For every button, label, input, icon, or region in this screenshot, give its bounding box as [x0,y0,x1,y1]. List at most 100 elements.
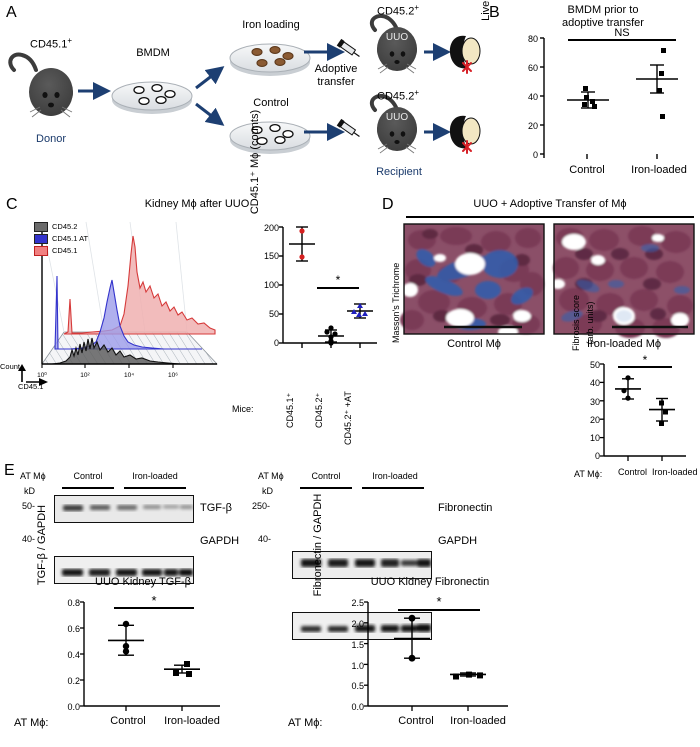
d-ytick-40: 40 [590,378,600,388]
b-xtick-iron: Iron-loaded [631,164,687,176]
panel-c-title: Kidney Mϕ after UUO [144,198,250,210]
c-ytick-50: 50 [269,309,279,319]
er-sig-label: * [436,594,441,609]
panel-b-title: BMDM prior to adoptive transfer [562,4,644,29]
d-ylabel-line1: Fibrosis score [571,295,581,352]
c-xtick-1: CD45.2⁺ [314,392,324,428]
d-ytick-0: 0 [595,451,600,461]
c-group-cd451 [289,226,315,262]
panel-c-chart: 200 150 100 50 0 * [255,222,385,362]
panel-d-letter: D [382,196,394,213]
e-left-kd-label: kD [24,486,35,496]
panel-d-rule [406,216,694,218]
d-ytick-10: 10 [590,433,600,443]
adoptive-transfer-label: Adoptive transfer [314,63,358,88]
panel-d-header: UUO + Adoptive Transfer of Mϕ [473,198,627,210]
mouse-icon-donor [8,52,73,118]
legend-label-1: CD45.1 AT [52,233,89,243]
d-group-iron [649,397,675,426]
el-xtick-iron: Iron-loaded [164,715,220,727]
mouse-uuo-label-top: UUO [386,32,408,43]
c-xtick-2: CD45.2⁺ +AT [343,391,353,445]
d-sig-label: * [643,353,648,367]
d-ytick-30: 30 [590,397,600,407]
kidney-icon-bottom [449,115,481,154]
el-ytick-00: 0.0 [67,702,80,712]
d-group-control [615,375,641,401]
panel-d-chart: 50 40 30 20 10 0 * [576,353,694,470]
panel-b-letter: B [489,4,500,21]
el-ytick-08: 0.8 [67,598,80,608]
flow-xtick-6: 10⁶ [168,372,178,379]
arrow-icon-2 [195,66,225,90]
blot-band-tgfb [54,495,194,523]
donor-label: Donor [36,133,66,145]
er-ytick-00: 0.0 [351,702,364,712]
c-ytick-100: 100 [264,280,279,290]
blot-band-gapdh-left [54,556,194,584]
b-xtick-control: Control [569,164,604,176]
e-right-protein-0: Fibronectin [438,502,493,514]
er-ytick-20: 2.0 [351,619,364,629]
el-ytick-06: 0.6 [67,624,80,634]
flow-cd45-arrow [26,378,48,386]
legend-swatch-icon-cd451 [34,246,48,256]
arrow-icon-3 [195,102,225,126]
el-xlabel: AT Mϕ: [14,717,49,729]
blot-band-gapdh-right [292,612,432,640]
d-ytick-50: 50 [590,360,600,370]
c-ytick-0: 0 [274,338,279,348]
e-chart-right-title: UUO Kidney Fibronectin [370,576,490,588]
e-right-mw-0: 250- [252,501,271,511]
el-group-iron [164,661,200,677]
e-right-mw-1: 40- [258,534,272,544]
panel-e-chart-right: 2.5 2.0 1.5 1.0 0.5 0.0 * [316,594,546,727]
histology-image-iron [551,223,695,338]
e-left-protein-1: GAPDH [200,535,240,547]
c-sig-label: * [336,273,341,287]
el-ytick-04: 0.4 [67,650,80,660]
d-xtick-control: Control [618,467,648,477]
b-sig-label: NS [614,27,629,39]
el-sig-label: * [151,593,156,608]
er-xlabel: AT Mϕ: [288,717,323,729]
c-group-cd452at [347,303,373,319]
e-right-protein-1: GAPDH [438,535,478,547]
er-ytick-15: 1.5 [351,640,364,650]
legend-item-0: CD45.2 [34,222,88,232]
e-left-group-iron: Iron-loaded [132,471,178,481]
b-ytick-40: 40 [528,92,538,102]
b-group-iron [636,48,678,119]
c-ylabel: CD45.1⁺ Mϕ (counts) [249,109,261,215]
petri-dish-icon-control [229,121,311,154]
d-stain-label: Masson's Trichrome [391,262,401,343]
d-xtick-iron: Iron-loaded [652,467,698,477]
legend-label-2: CD45.1 [52,245,78,255]
el-group-control [108,620,144,656]
panel-b-chart: 80 60 40 20 0 NS [482,27,700,188]
e-left-rule-control [62,487,114,489]
c-xaxis-prefix: Mice: [232,404,254,414]
panel-e-chart-left: 0.8 0.6 0.4 0.2 0.0 * [40,593,250,727]
e-left-group-control: Control [73,471,103,481]
panel-a-letter: A [6,4,17,21]
flow-count-arrow [18,364,26,382]
b-ytick-20: 20 [528,121,538,131]
recipient-genotype-top: CD45.2+ [377,3,419,18]
er-ytick-05: 0.5 [351,681,364,691]
flow-legend: CD45.2 CD45.1 AT CD45.1 [34,222,88,256]
er-ytick-10: 1.0 [351,661,364,671]
b-ytick-80: 80 [528,34,538,44]
er-ytick-25: 2.5 [351,598,364,608]
iron-loading-label: Iron loading [242,19,300,31]
mouse-uuo-label-bottom: UUO [386,112,408,123]
b-ylabel: Live / dead cell ratio [480,0,493,32]
b-ytick-60: 60 [528,63,538,73]
c-ytick-150: 150 [264,251,279,261]
flow-xlabel: CD45.1 [18,382,44,391]
bmdm-label: BMDM [136,47,170,59]
legend-item-2: CD45.1 [34,246,88,256]
e-left-mw-0: 50- [22,501,36,511]
er-group-iron [450,671,486,680]
